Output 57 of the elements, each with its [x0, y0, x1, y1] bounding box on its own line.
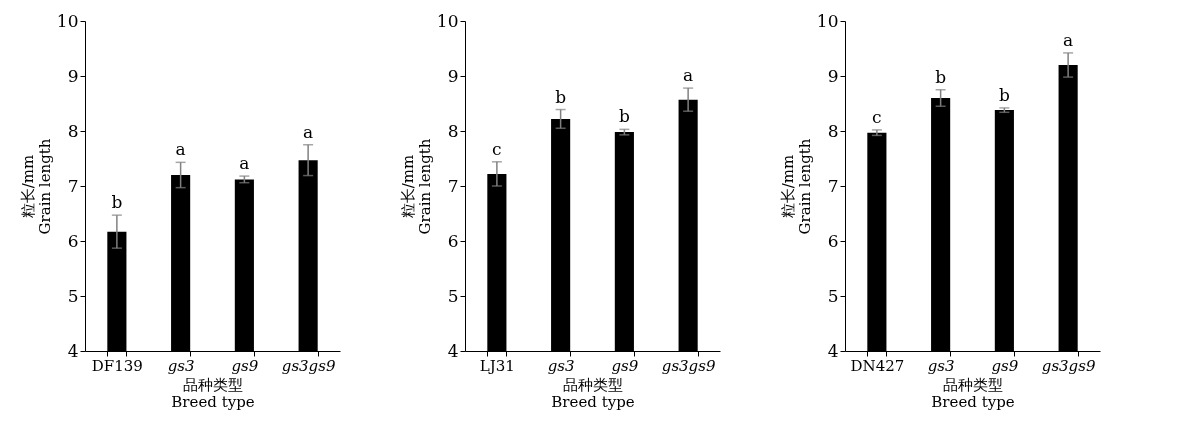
x-tick-label: DN427 [850, 356, 905, 375]
annotation: b [618, 106, 630, 127]
annotation: a [303, 121, 314, 142]
y-tick-label: 10 [816, 10, 839, 31]
y-tick-label: 7 [67, 175, 79, 196]
annotation: a [239, 153, 250, 174]
x-tick-label: gs3gs9 [661, 356, 716, 375]
y-tick-label: 4 [67, 340, 79, 361]
text: 品种类型 [943, 375, 1003, 394]
text: 粒长/mm [398, 154, 417, 219]
text: Breed type [931, 392, 1015, 411]
annotation: b [998, 84, 1010, 105]
annotation: a [175, 139, 186, 160]
y-tick-label: 8 [67, 120, 79, 141]
text: Breed type [171, 392, 255, 411]
text: Grain length [35, 138, 54, 235]
y-tick-label: 9 [827, 65, 839, 86]
y-tick-label: 4 [827, 340, 839, 361]
x-tick-label: gs3 [167, 356, 195, 375]
annotation: b [555, 86, 567, 107]
y-tick-label: 7 [827, 175, 839, 196]
annotation: c [492, 138, 502, 159]
text: 粒长/mm [778, 154, 797, 219]
y-tick-label: 7 [447, 175, 459, 196]
x-tick-label: gs3 [547, 356, 575, 375]
x-tick-label: LJ31 [479, 356, 515, 375]
y-tick-label: 8 [447, 120, 459, 141]
y-tick-label: 9 [447, 65, 459, 86]
x-tick-label: gs3gs9 [1041, 356, 1096, 375]
annotation: c [872, 106, 882, 127]
y-tick-label: 5 [67, 285, 79, 306]
annotation: a [683, 65, 694, 86]
y-tick-label: 9 [67, 65, 79, 86]
x-tick-label: DF139 [91, 356, 143, 375]
text: Grain length [795, 138, 814, 235]
y-tick-label: 4 [447, 340, 459, 361]
x-tick-label: gs3 [927, 356, 955, 375]
annotation: b [935, 66, 947, 87]
x-tick-label: gs9 [991, 356, 1019, 375]
annotation: a [1063, 29, 1074, 50]
text: Grain length [415, 138, 434, 235]
y-tick-label: 6 [447, 230, 459, 251]
text: Breed type [551, 392, 635, 411]
y-tick-label: 10 [436, 10, 459, 31]
y-tick-label: 8 [827, 120, 839, 141]
y-tick-label: 6 [827, 230, 839, 251]
x-tick-label: gs3gs9 [281, 356, 336, 375]
y-tick-label: 5 [827, 285, 839, 306]
text: 品种类型 [183, 375, 243, 394]
x-tick-label: gs9 [231, 356, 259, 375]
y-tick-label: 5 [447, 285, 459, 306]
text: 粒长/mm [18, 154, 37, 219]
y-tick-label: 10 [56, 10, 79, 31]
x-tick-label: gs9 [611, 356, 639, 375]
text: 品种类型 [563, 375, 623, 394]
annotation: b [111, 192, 123, 213]
y-tick-label: 6 [67, 230, 79, 251]
